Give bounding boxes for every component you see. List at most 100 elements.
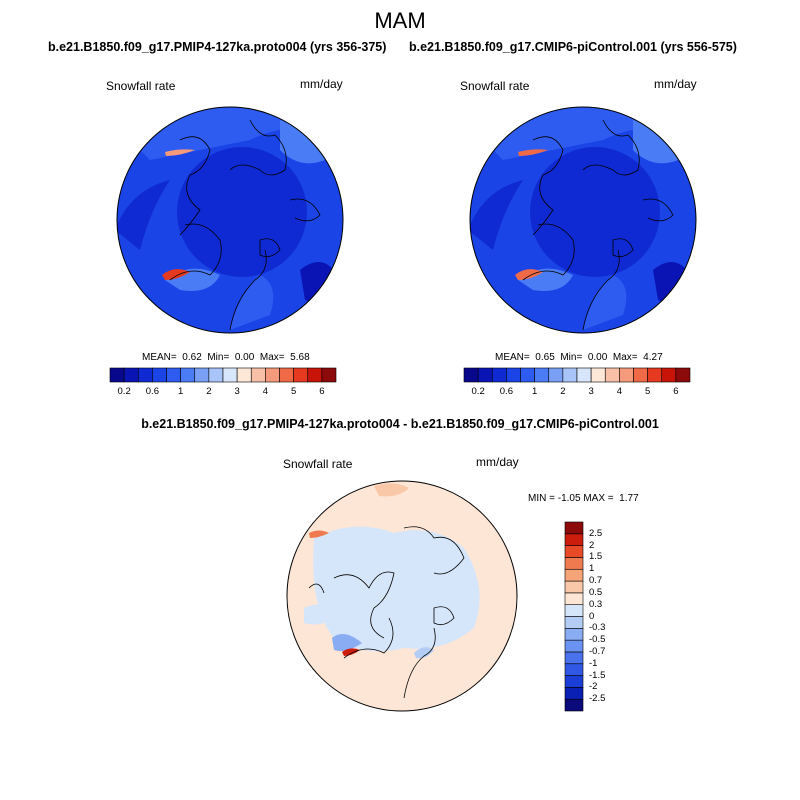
max-label: Max= [612,352,638,363]
min-label: Min= [207,352,230,363]
colorbar-swatch [506,367,521,383]
colorbar-tick-label: 0.6 [145,386,159,397]
negative-anomaly-spot [332,634,362,652]
difference-colorbar-ticks: 2.5 2 1.5 1 0.7 0.5 0.3 0 -0.3 -0.5 -0.7 -1 -1.5 -2 -2… [589,522,629,711]
colorbar-swatch [564,687,584,700]
snowfall-maximum [162,269,190,280]
min-value: 0.00 [234,352,255,363]
colorbar-tick-label: 0.2 [117,386,131,397]
colorbar-tick-label: 5 [290,386,297,397]
colorbar-swatch [576,367,592,383]
colorbar-swatch [166,367,181,383]
colorbar-tick-label: 0.6 [499,386,513,397]
colorbar-tick-label: -2.5 [589,693,606,705]
colorbar-tick-label: 0.5 [589,586,603,598]
right-case-title: b.e21.B1850.f09_g17.CMIP6-piControl.001 … [409,40,737,54]
min-value: 0.00 [587,352,608,363]
colorbar-tick-label: 1 [589,563,595,575]
colorbar-swatch [564,639,584,653]
mean-value: 0.62 [182,352,202,363]
colorbar-swatch [619,367,634,383]
colorbar-swatch [562,367,578,383]
snowfall-high-spot [165,149,195,156]
colorbar-tick-label: 0.2 [471,386,485,397]
max-label: Max= [259,352,285,363]
colorbar-swatch [564,521,584,535]
snowfall-maximum [515,269,543,280]
coastlines [308,526,465,699]
colorbar-tick-label: 0.7 [589,575,603,587]
difference-title: b.e21.B1850.f09_g17.PMIP4-127ka.proto004… [141,417,659,431]
right-colorbar [463,367,691,383]
colorbar-swatch [633,367,648,383]
colorbar-tick-label: 3 [588,386,594,397]
colorbar-swatch [123,367,139,383]
anomaly-maximum [342,648,360,656]
colorbar-tick-label: 2 [560,386,566,397]
coastlines [169,119,321,331]
colorbar-tick-label: 4 [616,386,623,397]
colorbar-tick-label: 0 [589,610,595,622]
colorbar-swatch [604,367,620,383]
colorbar-tick-label: 6 [673,386,679,397]
colorbar-swatch [279,367,294,383]
colorbar-swatch [194,367,210,383]
colorbar-tick-label: 6 [319,386,325,397]
colorbar-tick-label: -0.7 [589,645,606,657]
colorbar-tick-label: 3 [234,386,240,397]
diff-units-label: mm/day [476,455,519,469]
colorbar-swatch [180,367,196,383]
asia-low-region [117,180,170,250]
colorbar-swatch [564,580,584,594]
colorbar-swatch [236,367,252,383]
map-boundary [469,106,697,334]
colorbar-swatch [534,367,550,383]
difference-map [286,480,518,712]
left-variable-label: Snowfall rate [106,79,176,93]
max-value: 4.27 [643,352,663,363]
colorbar-swatch [477,367,493,383]
colorbar-swatch [222,367,238,383]
colorbar-swatch [293,367,309,383]
europe-low-region [300,262,340,303]
colorbar-swatch [548,367,564,383]
left-map [116,106,344,334]
colorbar-swatch [520,367,535,383]
asia-low-region [470,180,523,250]
right-map [469,106,697,334]
colorbar-tick-label: 1.5 [589,551,603,563]
colorbar-swatch [675,367,691,383]
colorbar-tick-label: 4 [262,386,269,397]
colorbar-tick-label: -1 [589,657,598,669]
right-variable-label: Snowfall rate [460,79,530,93]
colorbar-tick-label: -0.3 [589,622,606,634]
colorbar-swatch [564,545,584,558]
colorbar-swatch [564,616,584,629]
colorbar-swatch [321,367,337,383]
colorbar-swatch [250,367,266,383]
colorbar-tick-label: 5 [644,386,651,397]
arctic-low-snow-region [177,147,307,277]
right-stats: MEAN= 0.65 Min= 0.00 Max= 4.27 [495,352,663,363]
colorbar-tick-label: -2 [589,681,598,693]
colorbar-swatch [137,367,153,383]
colorbar-tick-label: 2 [589,539,595,551]
colorbar-swatch [307,367,323,383]
atlantic-band [230,275,274,330]
colorbar-swatch [463,367,479,383]
negative-anomaly-patch [304,604,334,625]
colorbar-swatch [564,663,584,676]
diff-variable-label: Snowfall rate [283,457,353,471]
max-value: 1.77 [619,493,639,504]
snowfall-high-spot [518,149,548,156]
colorbar-swatch [564,557,584,570]
negative-anomaly-spot [414,647,434,659]
colorbar-tick-label: 1 [531,386,538,397]
min-label: MIN = [528,493,555,504]
negative-anomaly-region [313,526,480,652]
map-boundary [116,106,344,334]
colorbar-swatch [564,698,584,712]
left-units-label: mm/day [300,77,343,91]
mean-value: 0.65 [535,352,555,363]
min-value: -1.05 [557,493,581,504]
